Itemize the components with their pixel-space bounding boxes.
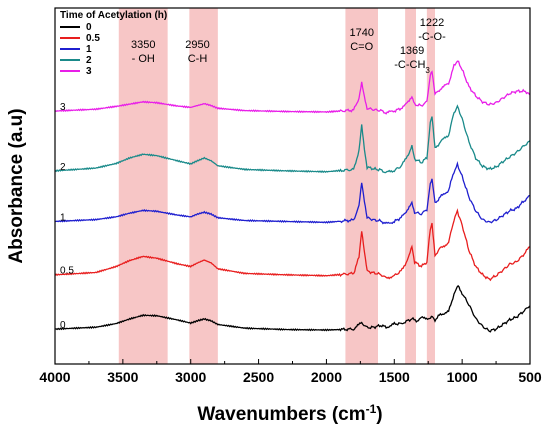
x-tick-label-2000: 2000 bbox=[311, 369, 342, 385]
band-1 bbox=[189, 8, 218, 364]
legend-label-0.5: 0.5 bbox=[86, 33, 100, 44]
series-line-1 bbox=[54, 160, 530, 225]
band-0 bbox=[118, 8, 168, 364]
x-tick-label-3500: 3500 bbox=[107, 369, 138, 385]
x-axis: 4000 3500 3000 2500 2000 1500 1000 500 bbox=[39, 359, 542, 385]
legend-label-0: 0 bbox=[86, 22, 92, 33]
band-3 bbox=[405, 8, 416, 364]
offset-label-layer: 0 0.5 1 2 3 bbox=[60, 102, 74, 331]
band-label-2-group: C=O bbox=[350, 41, 373, 53]
band-label-3-group: -C-CH3 bbox=[394, 59, 430, 75]
band-label-2-value: 1740 bbox=[349, 27, 373, 39]
legend-label-3: 3 bbox=[86, 66, 92, 77]
series-line-0 bbox=[54, 284, 531, 333]
band-label-4-group: -C-O- bbox=[418, 31, 446, 43]
offset-label-1: 1 bbox=[60, 212, 66, 223]
offset-label-0: 0 bbox=[60, 320, 66, 331]
x-tick-label-2500: 2500 bbox=[243, 369, 274, 385]
x-tick-label-1500: 1500 bbox=[379, 369, 410, 385]
series-line-3 bbox=[54, 60, 531, 115]
y-axis-title: Absorbance (a.u) bbox=[6, 108, 27, 263]
band-4 bbox=[426, 8, 435, 364]
annotation-layer: 3350 - OH 2950 C-H 1740 C=O 1369 -C-CH3 1222 -C-O… bbox=[131, 17, 446, 75]
band-label-1-value: 2950 bbox=[185, 39, 209, 51]
band-label-0-value: 3350 bbox=[131, 39, 155, 51]
offset-label-0.5: 0.5 bbox=[60, 266, 74, 277]
legend-label-1: 1 bbox=[86, 44, 92, 55]
legend-title: Time of Acetylation (h) bbox=[60, 10, 167, 21]
legend-label-2: 2 bbox=[86, 55, 92, 66]
series-line-0.5 bbox=[54, 208, 531, 282]
x-tick-label-4000: 4000 bbox=[39, 369, 70, 385]
x-axis-title: Wavenumbers (cm-1) bbox=[197, 402, 382, 425]
offset-label-2: 2 bbox=[60, 162, 66, 173]
x-tick-label-3000: 3000 bbox=[175, 369, 206, 385]
offset-label-3: 3 bbox=[60, 102, 66, 113]
x-tick-label-500: 500 bbox=[518, 369, 542, 385]
band-label-0-group: - OH bbox=[132, 53, 155, 65]
series-layer bbox=[54, 60, 531, 333]
x-tick-label-1000: 1000 bbox=[447, 369, 478, 385]
band-label-3-value: 1369 bbox=[400, 45, 424, 57]
series-line-2 bbox=[54, 104, 531, 174]
band-layer bbox=[118, 8, 435, 364]
band-label-1-group: C-H bbox=[188, 53, 208, 65]
band-label-4-value: 1222 bbox=[420, 17, 444, 29]
